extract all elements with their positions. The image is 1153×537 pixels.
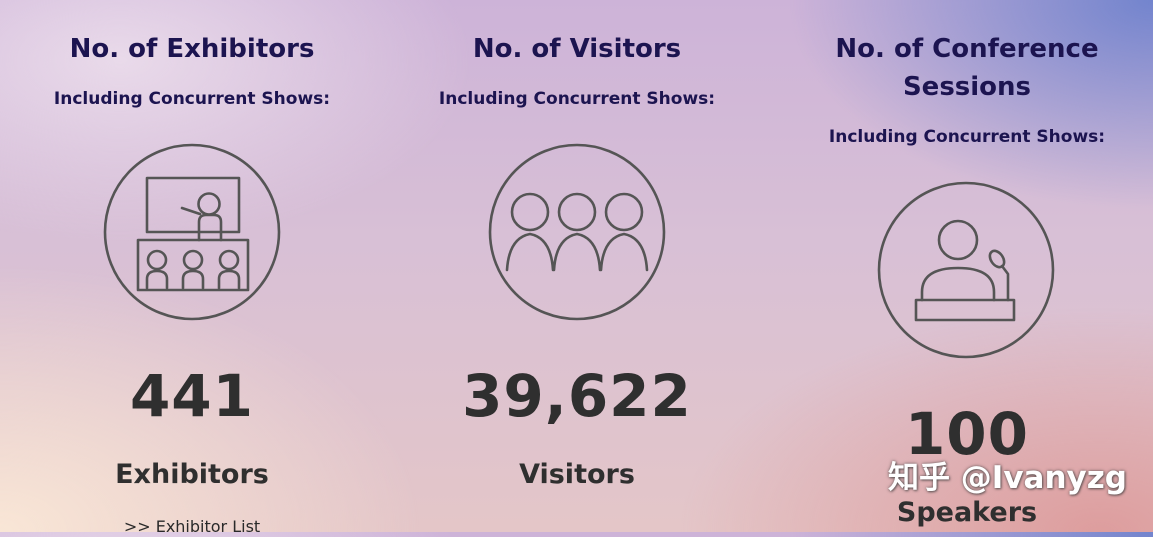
exhibitors-count: 441 [129, 362, 255, 430]
speaker-podium-icon [876, 180, 1056, 360]
exhibitors-stat-column: No. of Exhibitors Including Concurrent S… [42, 0, 342, 536]
visitors-label: Visitors [519, 459, 635, 490]
visitors-stat-column: No. of Visitors Including Concurrent Sho… [427, 0, 727, 532]
exhibitors-subheading: Including Concurrent Shows: [53, 89, 331, 109]
sessions-heading-line1: No. of Conference [835, 34, 1099, 64]
visitors-group-icon [487, 142, 667, 322]
sessions-label: Speakers [896, 497, 1038, 528]
sessions-count: 100 [904, 400, 1030, 468]
exhibitor-list-link[interactable]: >> Exhibitor List [123, 517, 261, 536]
zhihu-watermark: 知乎 @Ivanyzg [888, 460, 1127, 496]
exhibitors-heading: No. of Exhibitors [69, 34, 315, 64]
visitors-count: 39,622 [462, 362, 692, 430]
sessions-subheading: Including Concurrent Shows: [828, 127, 1106, 147]
sessions-stat-column: No. of Conference Sessions Including Con… [812, 0, 1122, 532]
visitors-heading: No. of Visitors [472, 34, 682, 64]
visitors-subheading: Including Concurrent Shows: [438, 89, 716, 109]
presentation-audience-icon [102, 142, 282, 322]
sessions-heading-line2: Sessions [902, 72, 1032, 102]
exhibitors-label: Exhibitors [115, 459, 269, 490]
